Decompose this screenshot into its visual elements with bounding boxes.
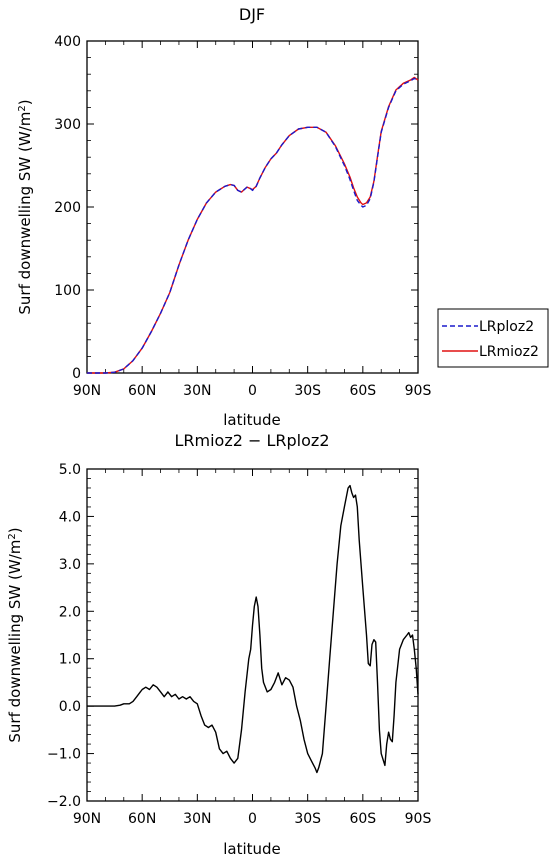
- y-axis-unit-close: ): [16, 99, 34, 105]
- y-axis-unit: (W/m: [6, 540, 24, 580]
- y-tick-label: 100: [54, 283, 81, 299]
- legend-label-lrploz2: LRploz2: [479, 319, 534, 335]
- x-axis-ticks: 90N 60N 30N 0 30S 60S 90S: [73, 469, 432, 827]
- series-line-difference: [87, 484, 419, 774]
- x-tick-label: 90S: [405, 811, 432, 827]
- x-tick-label: 0: [248, 383, 257, 399]
- y-axis-label-text: Surf downwelling SW: [6, 585, 24, 743]
- y-axis-unit-exponent: 2: [17, 105, 28, 111]
- x-tick-label: 60S: [349, 383, 376, 399]
- y-axis-unit-close: ): [6, 527, 24, 533]
- x-tick-label: 90S: [405, 383, 432, 399]
- series-line-lrploz2: [87, 77, 419, 374]
- y-tick-label: 4.0: [59, 509, 81, 525]
- x-tick-label: 0: [248, 811, 257, 827]
- x-tick-label: 30S: [294, 383, 321, 399]
- chart-title: LRmioz2 − LRploz2: [174, 431, 329, 450]
- y-tick-label: 2.0: [59, 604, 81, 620]
- plot-frame: [86, 40, 419, 374]
- y-tick-label: 3.0: [59, 557, 81, 573]
- y-axis-label: Surf downwelling SW (W/m2): [6, 527, 24, 742]
- y-tick-label: 0.0: [59, 699, 81, 715]
- x-axis-label: latitude: [223, 411, 281, 429]
- y-tick-label: 5.0: [59, 462, 81, 478]
- x-tick-label: 90N: [73, 811, 101, 827]
- y-tick-label: 0: [72, 366, 81, 382]
- y-axis-ticks: 0 100 200 300 400: [54, 34, 418, 382]
- plot-frame: [86, 468, 419, 802]
- y-tick-label: 200: [54, 200, 81, 216]
- x-tick-label: 30N: [183, 811, 211, 827]
- x-tick-label: 30S: [294, 811, 321, 827]
- y-axis-unit-exponent: 2: [7, 533, 18, 539]
- legend-frame: [437, 308, 549, 368]
- series-lines: [87, 484, 419, 774]
- y-axis-label-text: Surf downwelling SW: [16, 157, 34, 315]
- y-tick-label: −1.0: [47, 747, 81, 763]
- x-tick-label: 30N: [183, 383, 211, 399]
- series-line-lrmioz2: [87, 76, 419, 374]
- x-tick-label: 90N: [73, 383, 101, 399]
- y-tick-label: 300: [54, 117, 81, 133]
- series-lines: [87, 76, 419, 374]
- y-axis-label: Surf downwelling SW (W/m2): [16, 99, 34, 314]
- chart-title: DJF: [239, 5, 265, 24]
- x-tick-label: 60N: [128, 383, 156, 399]
- y-axis-unit: (W/m: [16, 112, 34, 152]
- x-axis-label: latitude: [223, 840, 281, 858]
- panel-difference: LRmioz2 − LRploz2 −2.0 −1.0 0.0 1.0 2.0 3.0 4.…: [6, 431, 431, 858]
- y-tick-label: 400: [54, 34, 81, 50]
- x-tick-label: 60N: [128, 811, 156, 827]
- panel-downwelling-sw: DJF 0 100 200 300 400 90N 60N 30N 0 30S 60S 90S la…: [16, 5, 549, 429]
- x-axis-ticks: 90N 60N 30N 0 30S 60S 90S: [73, 41, 432, 399]
- y-tick-label: 1.0: [59, 652, 81, 668]
- legend: LRploz2 LRmioz2: [437, 308, 549, 368]
- legend-label-lrmioz2: LRmioz2: [479, 344, 539, 360]
- y-tick-label: −2.0: [47, 794, 81, 810]
- y-axis-ticks: −2.0 −1.0 0.0 1.0 2.0 3.0 4.0 5.0: [47, 462, 418, 810]
- x-tick-label: 60S: [349, 811, 376, 827]
